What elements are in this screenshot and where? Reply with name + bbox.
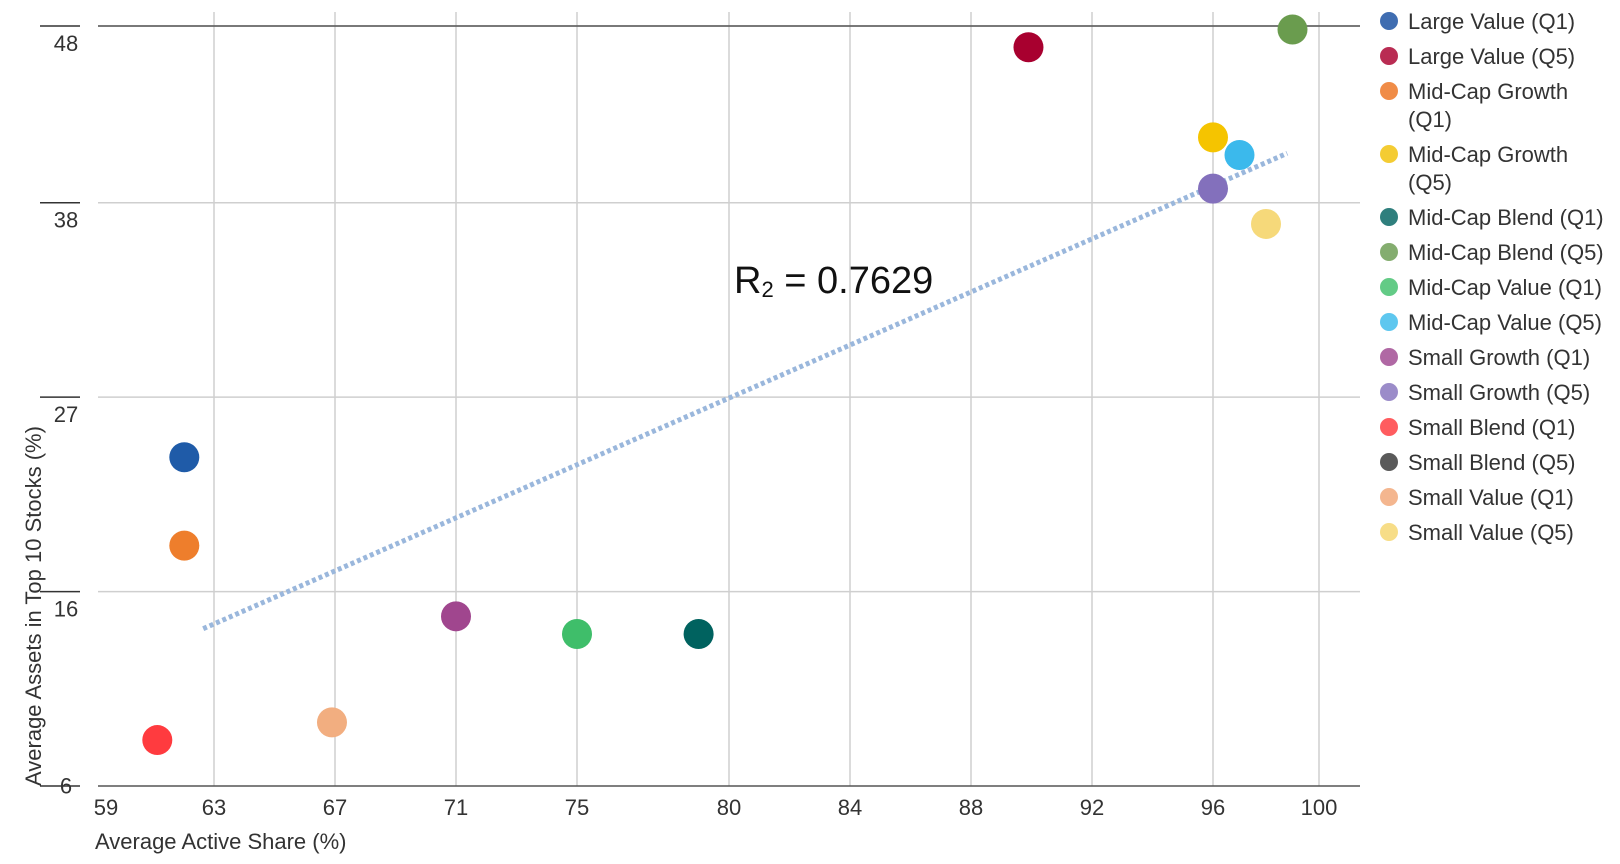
x-tick-label: 92 xyxy=(1080,795,1104,820)
legend-label: Small Blend (Q5) xyxy=(1408,450,1576,475)
legend-swatch xyxy=(1380,383,1398,401)
legend-label: Mid-Cap Growth (Q5) xyxy=(1408,142,1569,195)
legend-item: Large Value (Q1) xyxy=(1380,8,1610,36)
x-tick-label: 63 xyxy=(202,795,226,820)
data-point-mid-cap-blend-q1 xyxy=(683,619,714,649)
data-point-small-value-q1 xyxy=(316,707,347,738)
legend-swatch xyxy=(1380,243,1398,261)
legend-swatch xyxy=(1380,523,1398,541)
legend-label: Large Value (Q1) xyxy=(1408,9,1576,34)
y-tick-label: 6 xyxy=(60,773,72,798)
legend-item: Mid-Cap Growth (Q5) xyxy=(1380,141,1610,197)
data-point-small-growth-q1 xyxy=(441,601,471,632)
legend-label: Mid-Cap Growth (Q1) xyxy=(1408,79,1569,132)
legend-label: Small Value (Q1) xyxy=(1408,485,1574,510)
r-squared-annotation: R2 = 0.7629 xyxy=(734,260,933,302)
grid xyxy=(98,12,1360,786)
data-point-mid-cap-growth-q1 xyxy=(169,530,200,561)
data-point-small-blend-q1 xyxy=(142,725,173,756)
x-tick-label: 100 xyxy=(1301,795,1338,820)
data-point-small-growth-q5 xyxy=(1198,173,1228,204)
legend-item: Small Blend (Q1) xyxy=(1380,414,1610,442)
legend-item: Large Value (Q5) xyxy=(1380,43,1610,71)
trendline xyxy=(202,150,1289,631)
data-point-small-value-q5 xyxy=(1251,208,1281,239)
legend-label: Small Value (Q5) xyxy=(1408,520,1574,545)
legend-swatch xyxy=(1380,145,1398,163)
legend-item: Small Value (Q1) xyxy=(1380,484,1610,512)
legend-item: Mid-Cap Blend (Q5) xyxy=(1380,239,1610,267)
legend-swatch xyxy=(1380,348,1398,366)
legend-item: Small Blend (Q5) xyxy=(1380,449,1610,477)
data-point-mid-cap-value-q1 xyxy=(562,619,592,649)
legend-swatch xyxy=(1380,208,1398,226)
legend-label: Small Growth (Q1) xyxy=(1408,345,1591,370)
x-tick-label: 80 xyxy=(717,795,741,820)
legend-swatch xyxy=(1380,82,1398,100)
legend-swatch xyxy=(1380,47,1398,65)
legend-item: Small Growth (Q1) xyxy=(1380,344,1610,372)
x-tick-label: 88 xyxy=(959,795,983,820)
data-point-mid-cap-value-q5 xyxy=(1224,140,1255,171)
legend-swatch xyxy=(1380,488,1398,506)
legend-swatch xyxy=(1380,313,1398,331)
legend-item: Mid-Cap Blend (Q1) xyxy=(1380,204,1610,232)
legend-item: Mid-Cap Growth (Q1) xyxy=(1380,78,1610,134)
legend-label: Mid-Cap Value (Q5) xyxy=(1408,310,1602,335)
legend-swatch xyxy=(1380,12,1398,30)
data-points xyxy=(142,14,1308,756)
legend-item: Small Growth (Q5) xyxy=(1380,379,1610,407)
legend-item: Small Value (Q5) xyxy=(1380,519,1610,547)
y-tick-label: 27 xyxy=(54,402,78,427)
legend-label: Small Growth (Q5) xyxy=(1408,380,1591,405)
legend-item: Mid-Cap Value (Q5) xyxy=(1380,309,1610,337)
y-tick-label: 16 xyxy=(54,597,78,622)
legend: Large Value (Q1) Large Value (Q5) Mid-Cap … xyxy=(1380,8,1610,554)
y-axis-title: Average Assets in Top 10 Stocks (%) xyxy=(21,426,46,786)
axes: 59 63 67 71 75 80 84 88 92 96 100 6 16 27 38 48 xyxy=(40,25,1360,820)
x-tick-label: 84 xyxy=(838,795,862,820)
legend-swatch xyxy=(1380,453,1398,471)
legend-label: Mid-Cap Blend (Q1) xyxy=(1408,205,1604,230)
x-tick-label: 67 xyxy=(323,795,347,820)
legend-label: Mid-Cap Value (Q1) xyxy=(1408,275,1602,300)
legend-label: Large Value (Q5) xyxy=(1408,44,1576,69)
legend-label: Mid-Cap Blend (Q5) xyxy=(1408,240,1604,265)
x-tick-label: 75 xyxy=(565,795,589,820)
x-axis-title: Average Active Share (%) xyxy=(95,829,347,854)
y-tick-label: 38 xyxy=(54,208,78,233)
legend-label: Small Blend (Q1) xyxy=(1408,415,1576,440)
data-point-mid-cap-blend-q5 xyxy=(1277,14,1308,45)
legend-item: Mid-Cap Value (Q1) xyxy=(1380,274,1610,302)
data-point-mid-cap-growth-q5 xyxy=(1198,122,1228,153)
x-tick-label: 96 xyxy=(1201,795,1225,820)
legend-swatch xyxy=(1380,278,1398,296)
data-point-large-value-q5 xyxy=(1013,32,1044,63)
data-point-large-value-q1 xyxy=(169,442,200,473)
y-tick-label: 48 xyxy=(54,31,78,56)
x-tick-label: 71 xyxy=(444,795,468,820)
x-tick-label: 59 xyxy=(94,795,118,820)
trendline-group xyxy=(202,150,1289,631)
legend-swatch xyxy=(1380,418,1398,436)
